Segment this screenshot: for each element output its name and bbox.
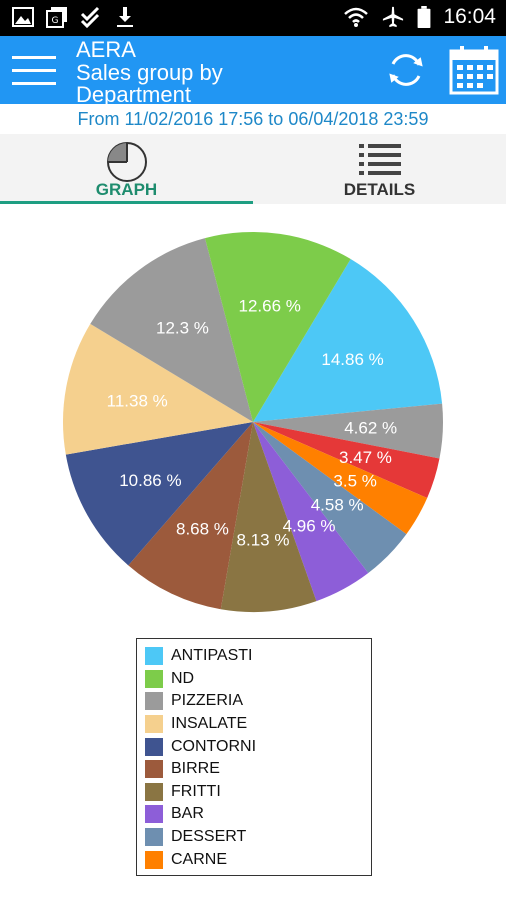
list-icon [358, 144, 401, 175]
legend-swatch [145, 737, 163, 756]
legend-item: FRITTI [145, 781, 363, 804]
menu-icon [12, 56, 56, 59]
check-icon [80, 6, 100, 28]
legend-item: INSALATE [145, 713, 363, 736]
pie-slice-unlabeled-1 [253, 403, 443, 459]
legend-label: BAR [171, 805, 204, 823]
date-range: From 11/02/2016 17:56 to 06/04/2018 23:5… [0, 104, 506, 134]
chart-area: 14.86 % 4.62 % 3.47 % 3.5 % 4.58 % 4.96 % 8.13… [0, 204, 506, 900]
tab-graph-label: GRAPH [95, 180, 158, 199]
pie-slice-label: 11.38 % [107, 391, 168, 410]
refresh-icon[interactable] [384, 50, 428, 90]
legend-swatch [145, 805, 163, 824]
wifi-icon [344, 7, 369, 27]
pie-slice-dessert [253, 422, 407, 574]
clock-time: 16:04 [443, 5, 496, 28]
pie-slice-label: 4.96 % [283, 517, 336, 536]
legend-label: FRITTI [171, 782, 221, 800]
legend-swatch [145, 647, 163, 666]
pie-slice-label: 4.62 % [344, 419, 397, 438]
legend-label: CONTORNI [171, 737, 257, 755]
tab-details-label: DETAILS [343, 180, 416, 199]
legend-item: CARNE [145, 848, 363, 871]
menu-button[interactable] [12, 56, 56, 86]
title-block: AERA Sales group by Department [76, 38, 336, 104]
pie-slice-label: 10.86 % [119, 471, 181, 490]
pie-slice-birre [128, 422, 253, 610]
pie-slice-nd [204, 232, 351, 422]
pie-slice-unlabeled-2 [253, 422, 440, 498]
airplane-icon [383, 6, 404, 28]
legend-item: DESSERT [145, 826, 363, 849]
legend-item: BIRRE [145, 758, 363, 781]
pie-slice-carne [253, 422, 428, 535]
legend-item: ANTIPASTI [145, 645, 363, 668]
download-icon [117, 7, 133, 27]
legend-swatch [145, 760, 163, 779]
pie-slice-fritti [220, 422, 317, 612]
app-name: AERA [76, 38, 136, 62]
legend-label: PIZZERIA [171, 692, 244, 710]
battery-icon [418, 6, 431, 28]
legend-swatch [145, 782, 163, 801]
pie-slice-antipasti [253, 259, 443, 422]
calendar-icon[interactable] [448, 44, 500, 96]
pie-slice-label: 8.13 % [237, 530, 290, 549]
legend-item: CONTORNI [145, 735, 363, 758]
legend-swatch [145, 828, 163, 847]
tab-graph[interactable]: GRAPH [0, 134, 253, 204]
tab-details[interactable]: DETAILS [253, 134, 506, 204]
legend-label: ANTIPASTI [171, 647, 253, 665]
legend-label: ND [171, 669, 195, 687]
pie-slice-label: 4.58 % [311, 495, 364, 514]
status-bar: G 16:04 [0, 0, 506, 36]
svg-text:G: G [52, 16, 59, 26]
pie-chart-icon [106, 142, 147, 182]
legend-label: DESSERT [171, 828, 247, 846]
pie-chart: 14.86 % 4.62 % 3.47 % 3.5 % 4.58 % 4.96 %8.13… [63, 232, 443, 612]
pie-slice-label: 3.5 % [333, 472, 376, 491]
pie-slice-contorni [65, 422, 253, 566]
legend-item: PIZZERIA [145, 690, 363, 713]
tab-bar: GRAPH DETAILS [0, 134, 506, 204]
pie-slice-label: 3.47 % [339, 448, 392, 467]
legend-item: BAR [145, 803, 363, 826]
app-bar: AERA Sales group by Department [0, 36, 506, 104]
pie-slice-pizzeria [90, 238, 254, 422]
pie-slice-label: 8.68 % [176, 519, 229, 538]
legend-swatch [145, 850, 163, 869]
page-title: Sales group by Department [76, 60, 223, 105]
legend-swatch [145, 715, 163, 734]
legend-item: ND [145, 668, 363, 691]
legend-swatch [145, 692, 163, 711]
pie-slice-label: 12.66 % [239, 296, 301, 315]
legend-label: INSALATE [171, 715, 248, 733]
gallery-icon: G [46, 7, 67, 28]
legend-label: CARNE [171, 850, 228, 868]
pie-slice-label: 12.3 % [156, 319, 209, 338]
chart-legend: ANTIPASTI ND PIZZERIA INSALATE CONTORNI BIRRE… [136, 638, 372, 876]
image-icon [12, 7, 34, 27]
pie-slice-insalate [63, 323, 253, 455]
pie-slice-bar [253, 422, 369, 602]
legend-label: BIRRE [171, 760, 220, 778]
legend-swatch [145, 669, 163, 688]
pie-slice-label: 14.86 % [321, 350, 383, 369]
